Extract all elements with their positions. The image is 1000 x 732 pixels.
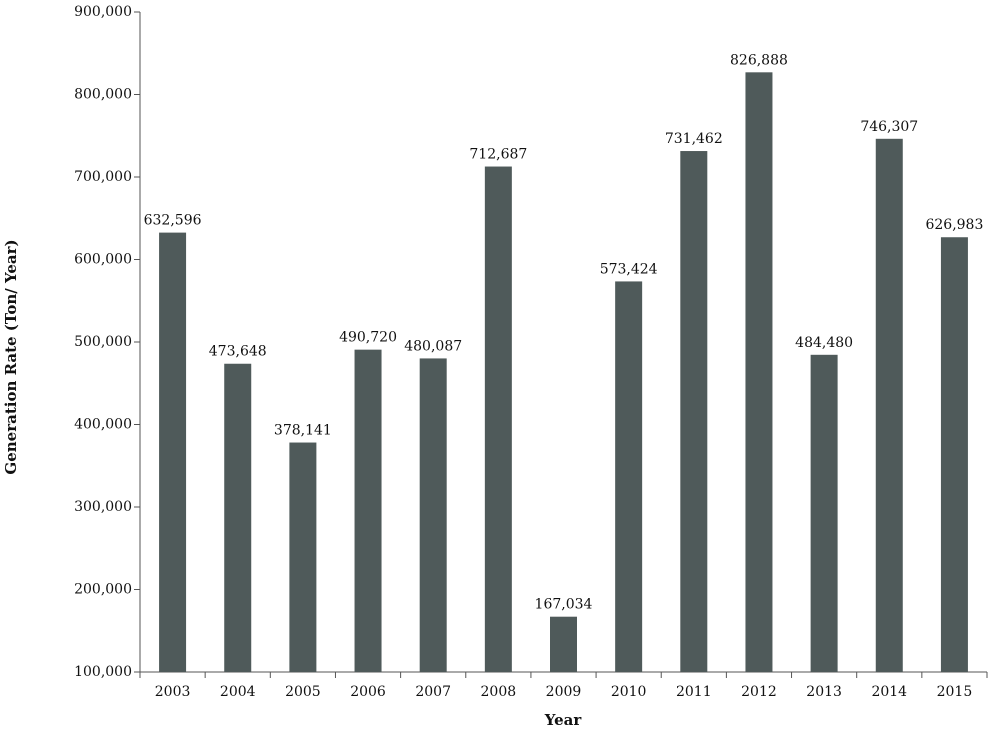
bar — [289, 442, 317, 672]
value-label: 573,424 — [600, 261, 658, 277]
x-tick-label: 2009 — [546, 684, 582, 700]
bar — [875, 138, 903, 672]
bar — [159, 232, 187, 672]
y-axis-title: Generation Rate (Ton/ Year) — [2, 239, 20, 474]
bar — [484, 166, 512, 673]
y-tick-label: 800,000 — [74, 87, 132, 103]
y-tick-label: 100,000 — [74, 664, 132, 680]
x-tick-label: 2012 — [741, 684, 777, 700]
value-label: 626,983 — [925, 217, 983, 233]
value-label: 484,480 — [795, 335, 853, 351]
value-label: 826,888 — [730, 52, 788, 68]
x-tick-label: 2013 — [806, 684, 842, 700]
x-tick-label: 2010 — [611, 684, 647, 700]
x-tick-label: 2015 — [937, 684, 973, 700]
value-label: 378,141 — [274, 423, 332, 439]
value-label: 712,687 — [469, 147, 527, 163]
bar — [745, 72, 773, 673]
bar — [550, 616, 577, 672]
x-tick-label: 2003 — [155, 684, 191, 700]
bar — [940, 237, 968, 673]
bar — [224, 363, 252, 672]
bar — [810, 354, 838, 672]
x-tick-label: 2006 — [350, 684, 386, 700]
x-axis-title: Year — [544, 711, 583, 729]
x-tick-label: 2014 — [871, 684, 907, 700]
value-label: 473,648 — [209, 344, 267, 360]
y-tick-label: 300,000 — [74, 499, 132, 515]
x-tick-label: 2004 — [220, 684, 256, 700]
value-label: 490,720 — [339, 330, 397, 346]
bar — [419, 358, 447, 672]
y-tick-label: 700,000 — [74, 169, 132, 185]
y-tick-label: 900,000 — [74, 4, 132, 20]
value-label: 480,087 — [404, 338, 462, 354]
x-tick-label: 2011 — [676, 684, 712, 700]
value-label: 167,034 — [535, 597, 593, 613]
bar — [354, 349, 382, 672]
y-tick-label: 500,000 — [74, 334, 132, 350]
value-label: 632,596 — [144, 213, 202, 229]
value-label: 731,462 — [665, 131, 723, 147]
y-tick-label: 600,000 — [74, 252, 132, 268]
bar — [615, 281, 643, 672]
y-tick-label: 400,000 — [74, 417, 132, 433]
x-tick-label: 2007 — [415, 684, 451, 700]
x-tick-label: 2008 — [481, 684, 517, 700]
value-label: 746,307 — [860, 119, 918, 135]
bar — [680, 151, 708, 673]
y-tick-label: 200,000 — [74, 582, 132, 598]
x-tick-label: 2005 — [285, 684, 321, 700]
